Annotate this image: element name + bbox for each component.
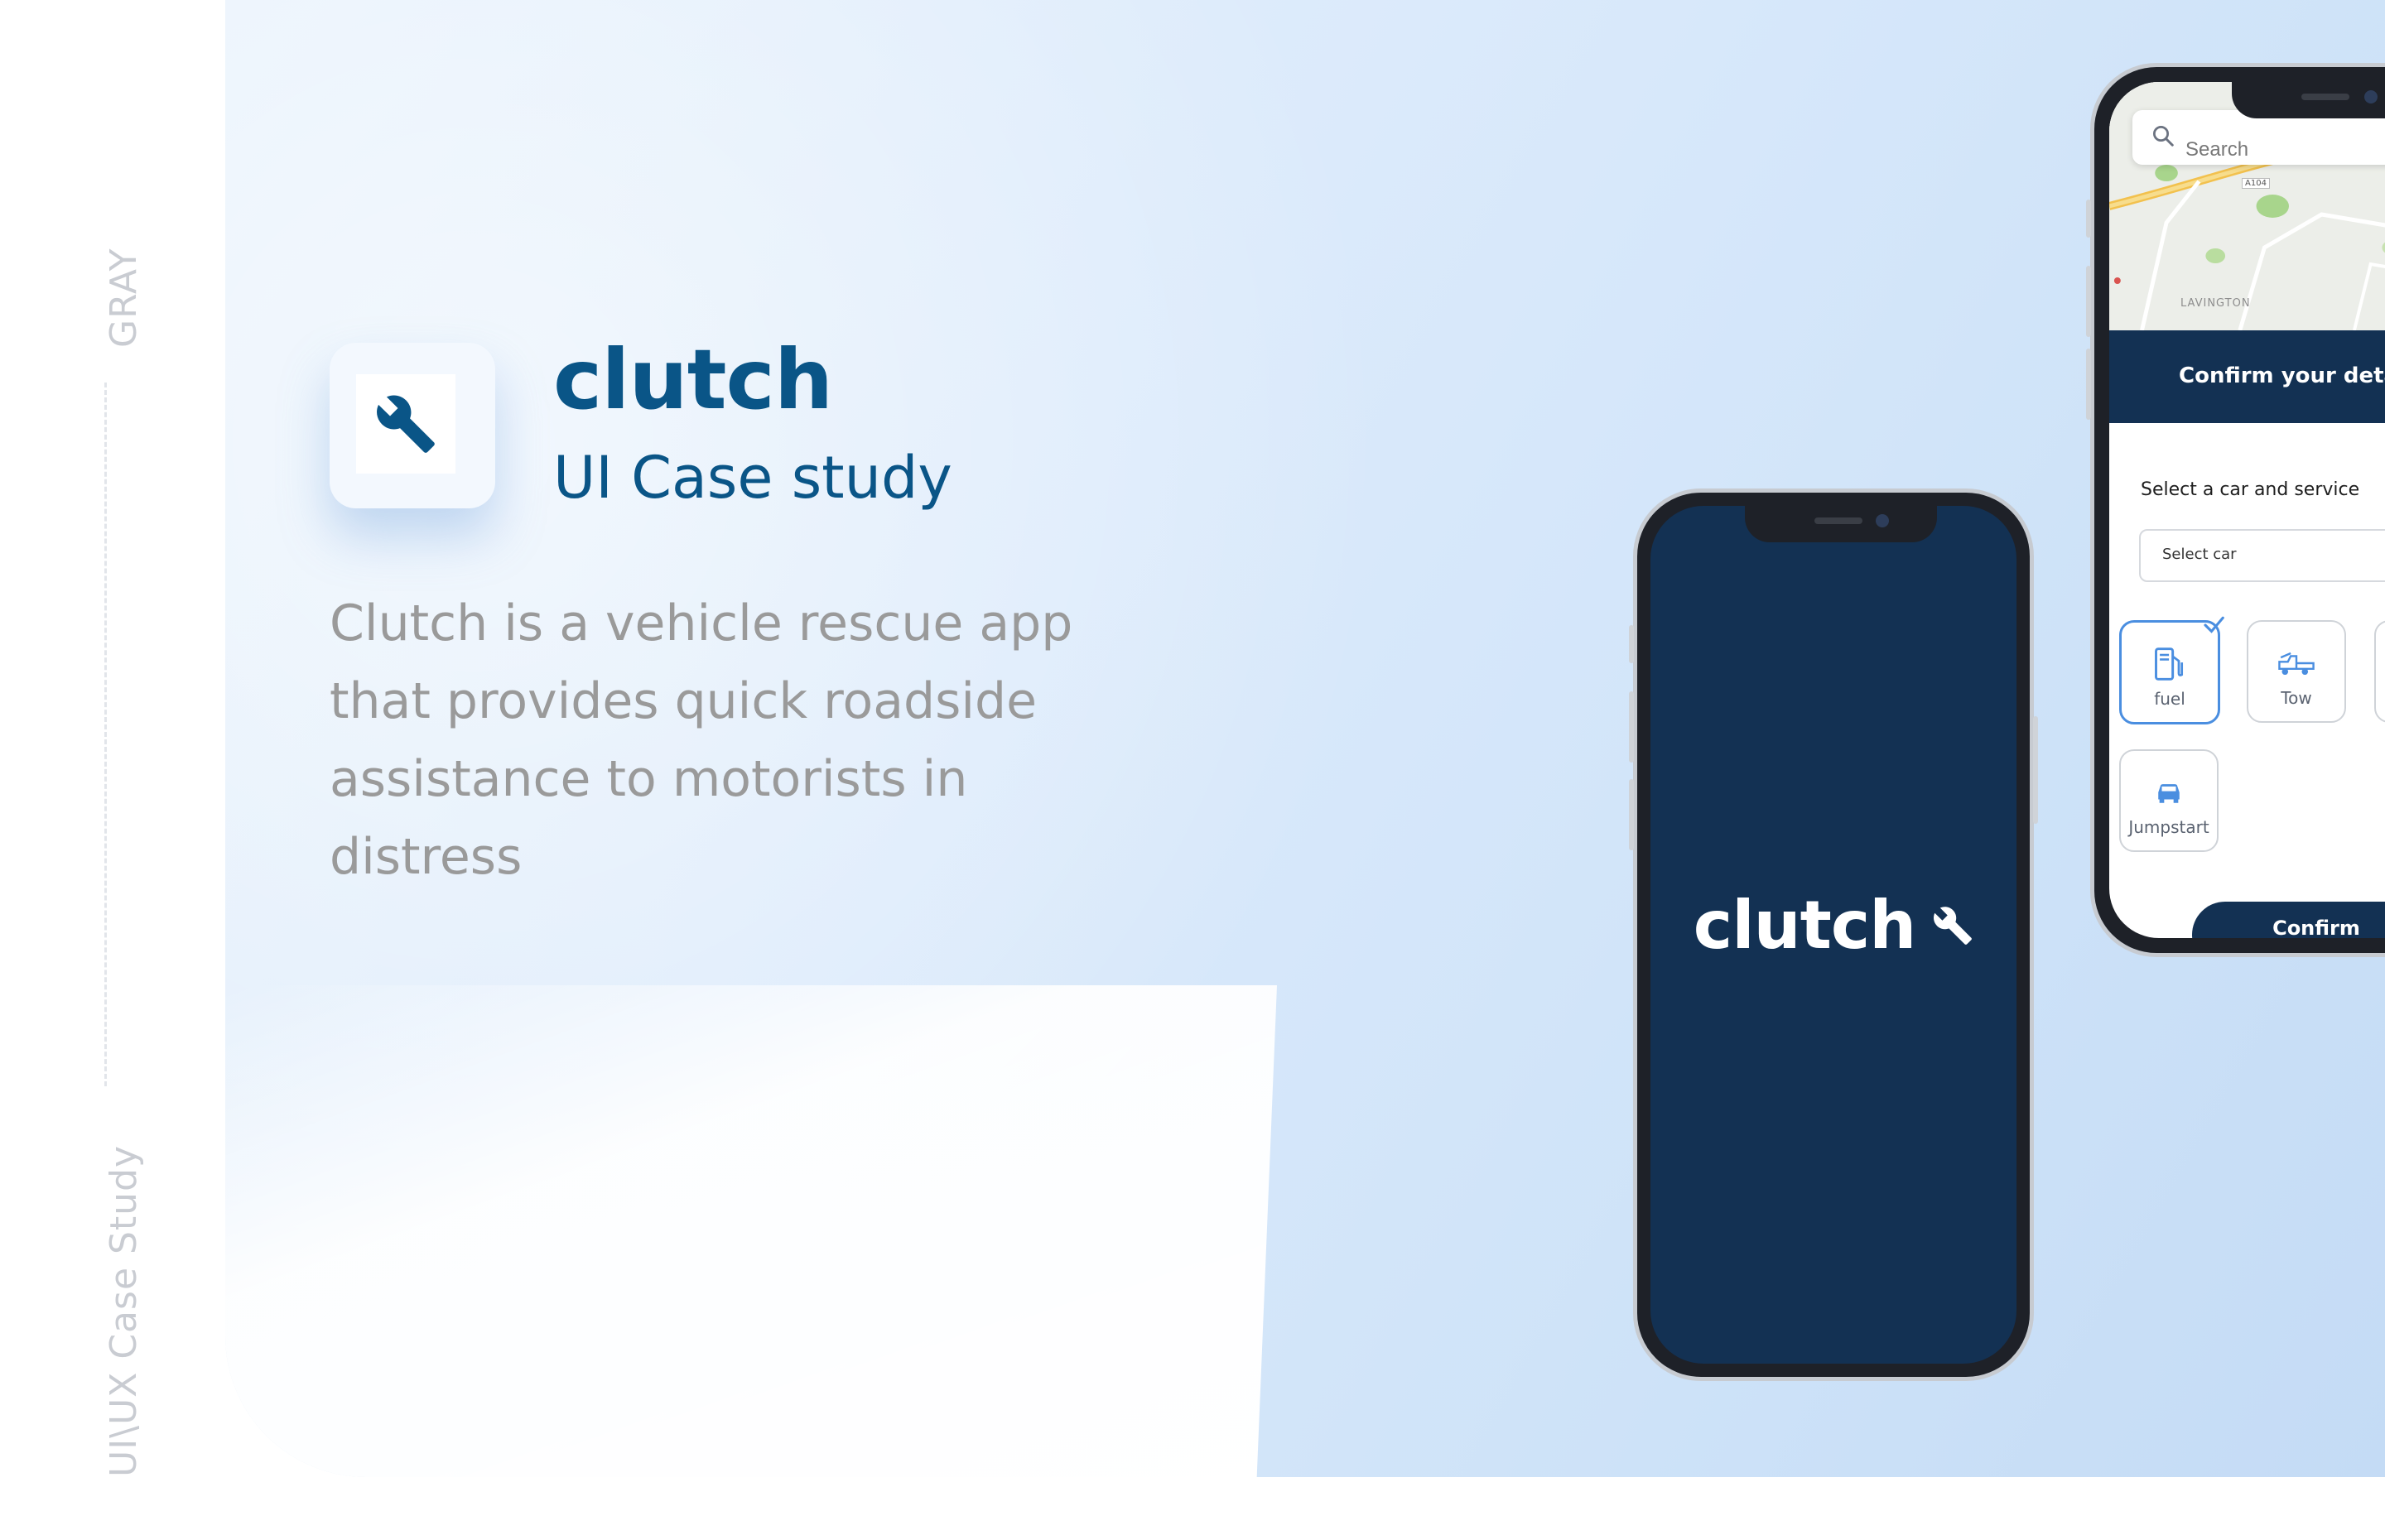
rail-top-label: GRAY <box>103 248 145 348</box>
wrench-icon <box>1934 906 1973 945</box>
phone-notch <box>2232 82 2385 118</box>
booking-phone-mockup: LAVINGTON A104 Search Confirm your detai… <box>2086 63 2385 957</box>
service-card-tow[interactable]: Tow <box>2247 620 2346 723</box>
rail-divider <box>104 383 107 1086</box>
app-description: Clutch is a vehicle rescue app that prov… <box>330 594 1073 886</box>
confirm-header: Confirm your details <box>2109 330 2385 423</box>
service-card-jumpstart[interactable]: Jumpstart <box>2119 749 2219 852</box>
confirm-button[interactable]: Confirm <box>2192 902 2385 938</box>
splash-logo-text: clutch <box>1693 887 1916 964</box>
splash-screen: clutch <box>1650 506 2016 1364</box>
splash-logo: clutch <box>1650 887 2016 964</box>
rail-bottom-label: UI\UX Case Study <box>103 1144 145 1477</box>
confirm-header-title: Confirm your details <box>2179 363 2385 388</box>
splash-phone-mockup: clutch <box>1629 488 2038 1381</box>
fuel-pump-icon <box>2155 647 2184 681</box>
select-car-placeholder: Select car <box>2162 546 2237 563</box>
side-rail: GRAY UI\UX Case Study <box>0 0 225 1540</box>
service-section-label: Select a car and service <box>2141 479 2360 500</box>
wrench-icon <box>377 395 435 453</box>
service-label-fuel: fuel <box>2154 689 2185 709</box>
camera-icon <box>2364 90 2378 103</box>
service-card-more[interactable] <box>2374 620 2385 723</box>
phone-notch <box>1745 506 1937 542</box>
service-label-jumpstart: Jumpstart <box>2128 817 2209 837</box>
select-car-dropdown[interactable]: Select car <box>2139 529 2385 582</box>
tow-truck-icon <box>2278 652 2315 676</box>
camera-icon <box>1876 514 1889 527</box>
map-label-lavington: LAVINGTON <box>2180 297 2251 310</box>
app-icon-tile <box>330 343 495 508</box>
decorative-panel <box>225 985 1277 1477</box>
service-card-fuel[interactable]: fuel <box>2119 616 2224 724</box>
check-icon <box>2204 616 2224 633</box>
service-label-tow: Tow <box>2281 688 2312 708</box>
map-label-road: A104 <box>2242 178 2270 189</box>
search-input[interactable]: Search <box>2132 110 2385 165</box>
search-placeholder: Search <box>2185 138 2249 161</box>
confirm-button-label: Confirm <box>2272 917 2360 938</box>
car-icon <box>2158 784 2180 803</box>
app-subtitle: UI Case study <box>553 444 952 512</box>
booking-screen: LAVINGTON A104 Search Confirm your detai… <box>2109 82 2385 938</box>
search-icon <box>2153 126 2174 147</box>
app-title: clutch <box>553 331 833 428</box>
